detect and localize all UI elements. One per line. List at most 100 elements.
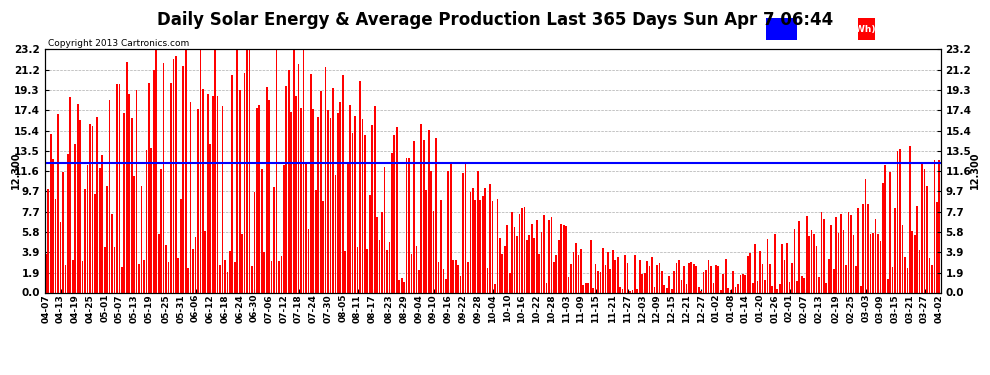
Bar bbox=[452, 260, 454, 292]
Bar bbox=[585, 283, 587, 292]
Bar bbox=[808, 236, 810, 292]
Bar bbox=[482, 196, 483, 292]
Bar bbox=[335, 175, 337, 292]
Bar bbox=[791, 262, 793, 292]
Text: Daily  (kWh): Daily (kWh) bbox=[878, 25, 941, 34]
Bar bbox=[386, 250, 388, 292]
Bar bbox=[774, 234, 776, 292]
Bar bbox=[474, 200, 476, 292]
Bar bbox=[320, 91, 322, 292]
Bar bbox=[374, 106, 375, 292]
Bar bbox=[258, 105, 260, 292]
Bar bbox=[919, 251, 921, 292]
Bar bbox=[907, 267, 908, 292]
Bar bbox=[939, 160, 940, 292]
Bar bbox=[524, 207, 526, 292]
Bar bbox=[217, 96, 219, 292]
Bar bbox=[467, 261, 469, 292]
Bar bbox=[295, 96, 297, 292]
Bar bbox=[735, 287, 737, 292]
Bar bbox=[224, 260, 226, 292]
Bar bbox=[728, 288, 729, 292]
Bar bbox=[155, 49, 157, 292]
Bar bbox=[379, 240, 380, 292]
Bar bbox=[126, 62, 128, 292]
Bar bbox=[74, 144, 76, 292]
Bar bbox=[342, 75, 344, 292]
Text: Copyright 2013 Cartronics.com: Copyright 2013 Cartronics.com bbox=[48, 39, 189, 48]
Bar bbox=[146, 150, 148, 292]
Bar bbox=[222, 106, 224, 292]
Bar bbox=[751, 283, 753, 292]
Bar bbox=[192, 249, 194, 292]
Bar bbox=[663, 285, 665, 292]
Bar bbox=[288, 70, 290, 292]
Bar bbox=[303, 49, 304, 292]
Bar bbox=[457, 265, 459, 292]
Bar bbox=[874, 219, 876, 292]
Bar bbox=[165, 246, 167, 292]
Bar bbox=[931, 265, 933, 292]
Bar bbox=[229, 251, 231, 292]
Bar bbox=[504, 246, 506, 292]
Bar bbox=[413, 141, 415, 292]
Bar bbox=[270, 261, 272, 292]
Bar bbox=[550, 217, 552, 292]
Bar bbox=[865, 179, 866, 292]
Bar bbox=[723, 274, 724, 292]
Bar bbox=[310, 74, 312, 292]
Bar bbox=[293, 49, 295, 292]
Bar bbox=[436, 138, 437, 292]
Bar bbox=[877, 234, 879, 292]
Bar bbox=[575, 243, 577, 292]
Bar bbox=[256, 108, 257, 292]
Bar bbox=[889, 172, 891, 292]
Bar bbox=[592, 288, 594, 292]
Bar bbox=[683, 266, 685, 292]
Bar bbox=[776, 289, 778, 292]
Bar bbox=[642, 274, 644, 292]
Bar bbox=[401, 278, 403, 292]
Bar bbox=[784, 260, 785, 292]
Bar bbox=[87, 165, 88, 292]
Bar bbox=[658, 263, 660, 292]
Bar bbox=[477, 171, 478, 292]
Bar bbox=[892, 267, 894, 292]
Bar bbox=[384, 167, 385, 292]
Bar bbox=[862, 204, 864, 292]
Text: 12.300: 12.300 bbox=[969, 152, 979, 189]
Bar bbox=[109, 100, 111, 292]
Bar bbox=[555, 255, 557, 292]
Bar bbox=[111, 214, 113, 292]
Bar bbox=[91, 126, 93, 292]
Bar bbox=[644, 273, 645, 292]
Bar bbox=[708, 260, 710, 292]
Bar bbox=[629, 291, 631, 292]
Bar bbox=[381, 211, 383, 292]
Bar bbox=[879, 241, 881, 292]
Bar bbox=[116, 84, 118, 292]
Bar bbox=[909, 146, 911, 292]
Bar bbox=[396, 127, 398, 292]
Bar bbox=[207, 94, 209, 292]
Bar bbox=[686, 284, 687, 292]
Bar bbox=[847, 212, 849, 292]
Bar bbox=[572, 252, 574, 292]
Bar bbox=[779, 284, 780, 292]
Bar bbox=[730, 290, 732, 292]
Bar bbox=[351, 133, 353, 292]
Bar bbox=[251, 266, 252, 292]
Bar bbox=[209, 144, 211, 292]
Bar bbox=[509, 273, 511, 292]
Bar bbox=[197, 109, 199, 292]
Bar bbox=[263, 252, 265, 292]
Bar bbox=[801, 276, 803, 292]
Bar bbox=[929, 258, 931, 292]
Bar bbox=[794, 229, 795, 292]
Bar bbox=[114, 248, 116, 292]
Bar bbox=[671, 289, 672, 292]
Bar bbox=[582, 285, 584, 292]
Bar bbox=[804, 278, 805, 292]
Bar bbox=[799, 222, 800, 292]
Bar bbox=[180, 199, 181, 292]
